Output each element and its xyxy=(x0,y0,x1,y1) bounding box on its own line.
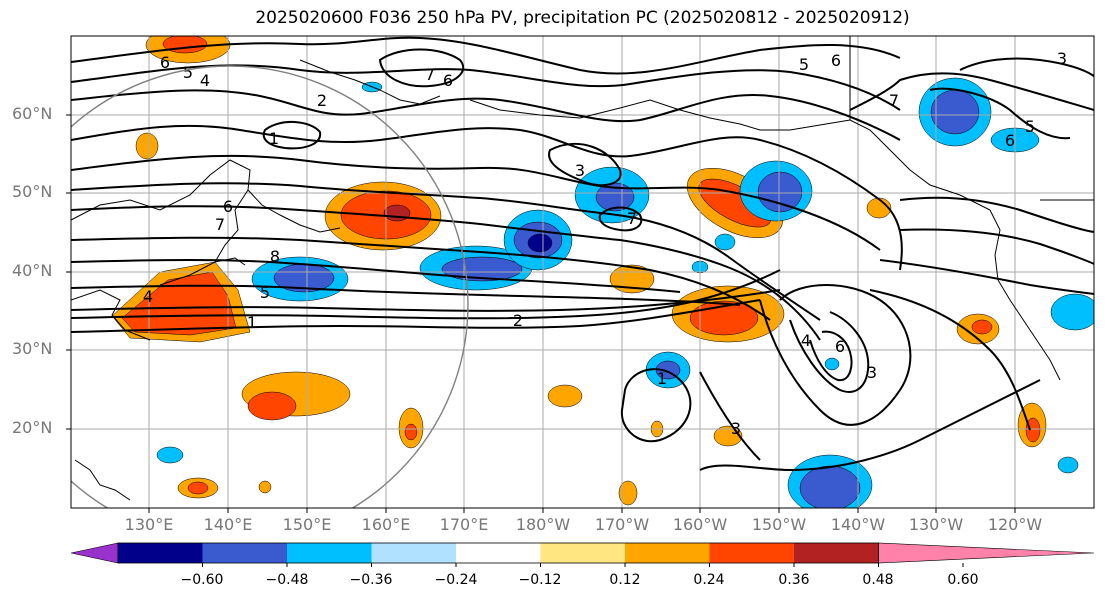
colorbar-tick-label: 0.48 xyxy=(862,572,894,588)
lon-label-180w: 180°W xyxy=(515,515,571,534)
lat-label-50: 50°N xyxy=(12,182,53,201)
contour-label: 3 xyxy=(731,419,741,438)
lon-label-130w: 130°W xyxy=(908,515,964,534)
contour-label: 4 xyxy=(143,287,153,306)
contour-label: 8 xyxy=(270,247,280,266)
lon-label-170w: 170°W xyxy=(594,515,650,534)
contour-label: 6 xyxy=(1005,131,1015,150)
contour-label: 7 xyxy=(627,209,637,228)
contour-label: 3 xyxy=(867,363,877,382)
contour-label: 6 xyxy=(160,53,170,72)
colorbar-tick-label: 0.12 xyxy=(609,572,641,588)
contour-label: 7 xyxy=(889,91,899,110)
lon-label-140e: 140°E xyxy=(203,515,253,534)
contour-label: 6 xyxy=(835,337,845,356)
precip-shading xyxy=(111,36,1094,508)
lat-label-20: 20°N xyxy=(12,418,53,437)
contour-label: 2 xyxy=(317,91,327,110)
lat-label-30: 30°N xyxy=(12,339,53,358)
contour-label: 1 xyxy=(247,313,257,332)
colorbar-swatch xyxy=(118,543,203,563)
colorbar-tick-label: −0.48 xyxy=(265,572,309,588)
map-title: 2025020600 F036 250 hPa PV, precipitatio… xyxy=(255,8,910,28)
lon-label-160w: 160°W xyxy=(672,515,728,534)
colorbar xyxy=(70,542,1095,567)
contour-label: 7 xyxy=(425,65,435,84)
lon-label-140w: 140°W xyxy=(830,515,886,534)
colorbar-swatch xyxy=(709,543,795,563)
contour-label: 7 xyxy=(215,215,225,234)
contour-label: 4 xyxy=(200,71,210,90)
lon-label-160e: 160°E xyxy=(361,515,411,534)
lon-label-170e: 170°E xyxy=(439,515,489,534)
colorbar-swatch xyxy=(625,543,710,563)
contour-label: 1 xyxy=(269,129,279,148)
colorbar-swatch xyxy=(540,543,626,563)
contour-label: 5 xyxy=(1025,117,1035,136)
lat-label-40: 40°N xyxy=(12,261,53,280)
lat-label-60: 60°N xyxy=(12,104,53,123)
contour-label: 5 xyxy=(799,55,809,74)
colorbar-swatch xyxy=(202,543,288,563)
lon-label-130e: 130°E xyxy=(124,515,174,534)
contour-label: 3 xyxy=(575,161,585,180)
colorbar-extend-low xyxy=(70,542,119,564)
colorbar-tick-label: 0.60 xyxy=(947,572,979,588)
lon-label-120w: 120°W xyxy=(987,515,1043,534)
colorbar-tick-label: 0.24 xyxy=(693,572,725,588)
colorbar-swatch xyxy=(456,543,541,563)
lon-label-150e: 150°E xyxy=(282,515,332,534)
colorbar-tick-label: −0.60 xyxy=(180,572,224,588)
contour-label: 5 xyxy=(183,63,193,82)
contour-label: 5 xyxy=(260,283,270,302)
contour-label: 3 xyxy=(1057,49,1067,68)
colorbar-swatch xyxy=(287,543,372,563)
pv-contours xyxy=(71,36,1094,472)
colorbar-extend-high xyxy=(878,542,1095,564)
contour-label: 4 xyxy=(801,331,811,350)
axis-ticks xyxy=(66,114,1016,513)
colorbar-swatch xyxy=(794,543,879,563)
colorbar-tick-label: 0.36 xyxy=(778,572,810,588)
contour-label: 1 xyxy=(657,369,667,388)
lon-label-150w: 150°W xyxy=(751,515,807,534)
colorbar-tick-label: −0.12 xyxy=(518,572,562,588)
contour-label: 6 xyxy=(831,51,841,70)
colorbar-tick-label: −0.24 xyxy=(434,572,478,588)
distance-circle xyxy=(71,65,469,508)
contour-label: 6 xyxy=(223,197,233,216)
contour-label: 6 xyxy=(443,71,453,90)
colorbar-swatch xyxy=(371,543,457,563)
contour-label: 2 xyxy=(513,311,523,330)
colorbar-tick-label: −0.36 xyxy=(349,572,393,588)
